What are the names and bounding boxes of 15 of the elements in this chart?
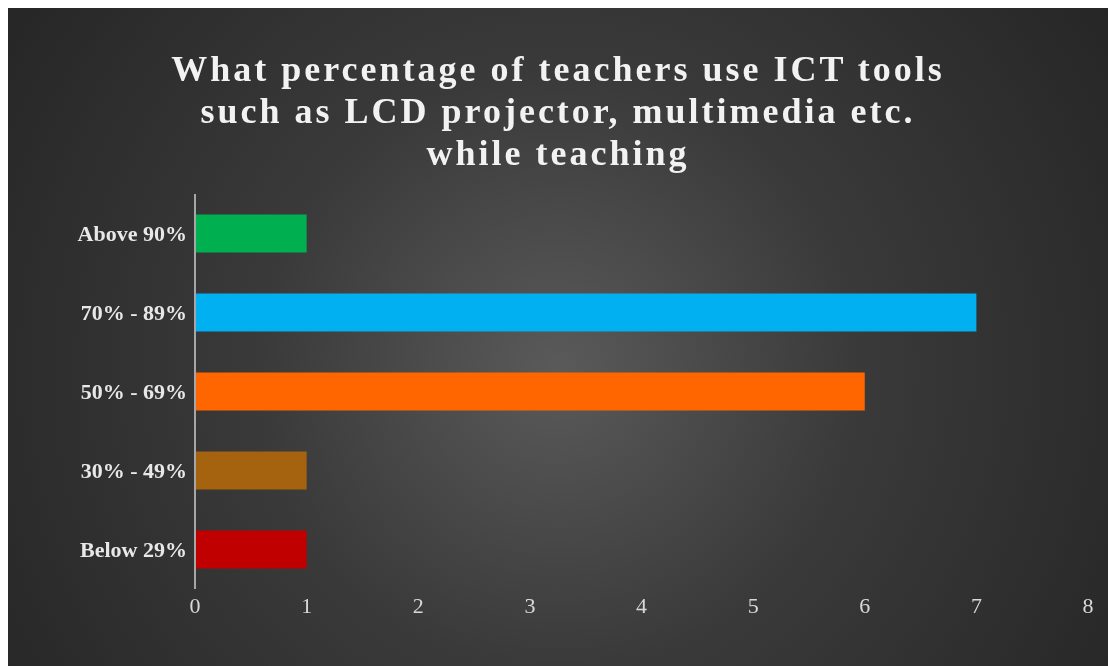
x-tick-label: 6 [859, 592, 871, 618]
y-tick-label: 50% - 69% [80, 379, 187, 405]
x-tick-label: 7 [970, 592, 982, 618]
x-tick-label: 2 [412, 592, 424, 618]
x-tick-label: 3 [524, 592, 536, 618]
y-tick-label: 30% - 49% [80, 458, 187, 484]
x-tick-label: 8 [1082, 592, 1094, 618]
x-tick-label: 1 [301, 592, 313, 618]
x-tick-label: 5 [747, 592, 759, 618]
y-tick-label: Below 29% [80, 537, 187, 563]
y-tick-label: Above 90% [77, 221, 187, 247]
x-tick-label: 4 [636, 592, 647, 618]
x-tick-label: 0 [189, 592, 201, 618]
y-tick-label: 70% - 89% [80, 300, 187, 326]
chart-title: What percentage of teachers use ICT tools such as LCD projector, multimedia etc. while teaching [170, 48, 946, 174]
